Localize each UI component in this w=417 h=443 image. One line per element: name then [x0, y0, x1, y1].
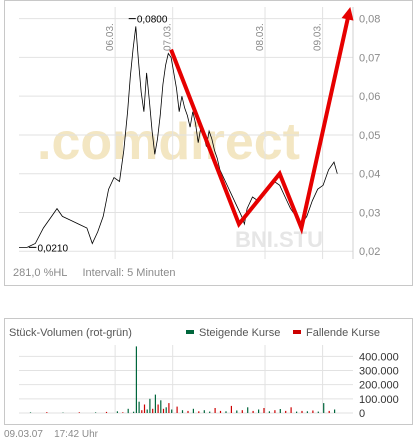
volume-bar [143, 404, 146, 413]
volume-bar [225, 411, 227, 413]
y-tick-label: 0,08 [359, 14, 380, 26]
volume-bar [263, 408, 265, 413]
watermark: .comdirect [37, 113, 300, 171]
volume-y-tick-label: 200.000 [359, 380, 399, 392]
volume-y-tick-label: 400.000 [359, 351, 399, 363]
overlay-arrowhead [341, 7, 354, 21]
chart-info-row: 281,0 %HL Intervall: 5 Minuten [13, 267, 187, 279]
high-value-label: 0,0800 [137, 15, 168, 26]
volume-bar [258, 409, 260, 413]
volume-bar [187, 410, 189, 413]
volume-bar [122, 412, 124, 413]
volume-bar [219, 410, 222, 413]
volume-bar [135, 346, 137, 413]
volume-bar [274, 410, 276, 413]
symbol-watermark: BNI.STU [235, 227, 323, 252]
volume-bar [157, 404, 159, 413]
volume-bar [203, 410, 205, 413]
legend-rising-label: Steigende Kurse [199, 327, 280, 339]
y-tick-label: 0,05 [359, 130, 380, 142]
volume-bar [95, 412, 97, 413]
volume-bar [317, 411, 319, 413]
price-chart-panel: .comdirect BNI.STU 06.03. 07.03. 08.03. 09.… [4, 0, 413, 286]
volume-bar [214, 408, 216, 413]
volume-y-tick-label: 300.000 [359, 366, 399, 378]
interval-label: Intervall: 5 Minuten [82, 267, 176, 279]
x-tick-label: 08.03. [255, 23, 266, 51]
y-tick-label: 0,04 [359, 169, 380, 181]
volume-bar [127, 408, 129, 414]
volume-bar [334, 409, 336, 413]
y-tick-label: 0,02 [359, 246, 380, 258]
volume-bar [198, 411, 200, 413]
volume-bar [29, 412, 32, 413]
volume-bar [323, 403, 325, 413]
volume-bar [301, 410, 303, 413]
volume-bar [78, 412, 80, 413]
volume-bar [181, 410, 184, 413]
volume-bar [241, 410, 243, 413]
volume-bar [149, 398, 151, 413]
volume-bar [141, 410, 143, 413]
y-tick-label: 0,07 [359, 52, 380, 64]
volume-bar [165, 407, 167, 413]
volume-bar [209, 411, 211, 413]
volume-bar [279, 409, 281, 413]
volume-y-tick-label: 0 [359, 408, 365, 420]
x-tick-label: 07.03. [163, 23, 174, 51]
volume-bar [133, 411, 135, 413]
volume-chart-panel: Stück-Volumen (rot-grün) Steigende Kurse… [4, 318, 413, 425]
volume-bar [290, 407, 292, 413]
volume-bar [268, 411, 270, 413]
volume-bar [247, 407, 249, 413]
volume-bar [160, 400, 162, 414]
volume-bar [230, 405, 232, 413]
y-tick-label: 0,06 [359, 91, 380, 103]
volume-bar [116, 411, 118, 413]
volume-bar [168, 403, 170, 413]
volume-bar [252, 410, 254, 413]
footer-time: 17:42 Uhr [54, 429, 98, 440]
volume-bar [236, 410, 238, 413]
price-chart: .comdirect BNI.STU 06.03. 07.03. 08.03. 09.… [19, 7, 380, 259]
volume-bar [105, 411, 108, 413]
volume-bar [154, 394, 156, 413]
volume-title: Stück-Volumen (rot-grün) [9, 327, 132, 339]
footer-timestamp: 09.03.07 17:42 Uhr [4, 429, 98, 440]
legend-falling-swatch [293, 330, 301, 334]
volume-y-tick-label: 100.000 [359, 394, 399, 406]
x-tick-label: 06.03. [105, 23, 116, 51]
low-value-label: 0,0210 [37, 243, 68, 254]
legend-rising-swatch [186, 330, 194, 334]
overlay-zigzag-arrow [169, 17, 350, 235]
volume-bar [146, 409, 148, 413]
volume-bar [46, 412, 48, 413]
hl-percentage: 281,0 %HL [13, 267, 68, 279]
legend-falling-label: Fallende Kurse [306, 327, 380, 339]
volume-bar [296, 411, 298, 413]
volume-bar [328, 410, 330, 413]
volume-bar [306, 411, 308, 413]
x-tick-label: 09.03. [313, 23, 324, 51]
footer-date: 09.03.07 [4, 429, 43, 440]
volume-bar [152, 408, 154, 414]
volume-bar [285, 410, 287, 413]
volume-bar [138, 401, 140, 413]
y-tick-label: 0,03 [359, 207, 380, 219]
volume-bar [312, 410, 314, 413]
volume-bar [171, 409, 173, 413]
volume-bar [162, 408, 165, 414]
volume-bar [192, 408, 194, 414]
volume-bar [176, 406, 178, 413]
volume-chart: Stück-Volumen (rot-grün) Steigende Kurse… [9, 327, 399, 420]
